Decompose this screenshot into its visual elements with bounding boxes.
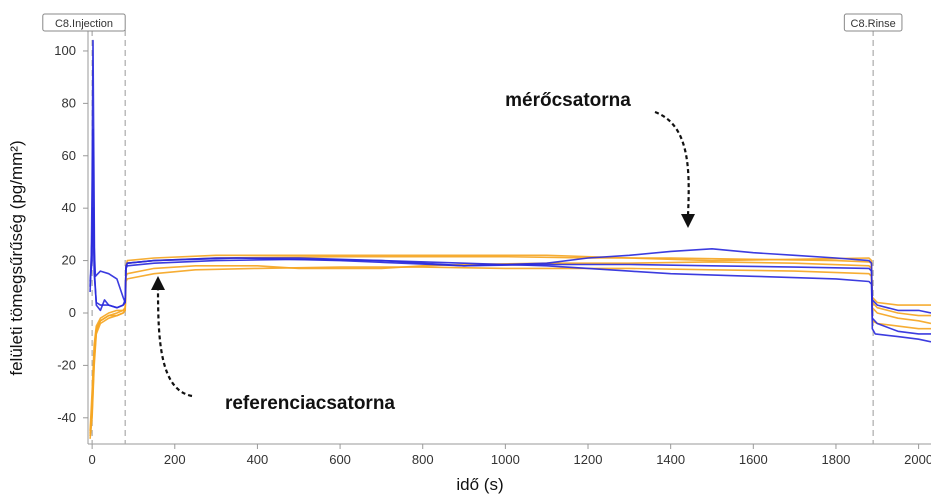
x-tick-label: 0 [89, 452, 96, 467]
x-tick-label: 200 [164, 452, 186, 467]
series-line-reference-3 [89, 261, 931, 439]
y-tick-label: -20 [57, 357, 76, 372]
series-line-measurement-2 [89, 207, 931, 314]
y-tick-label: 80 [62, 95, 76, 110]
tick-labels: 0 200 400 600 800 1000 1200 1400 1600 1800 2000-40… [54, 43, 931, 467]
y-axis-label: felületi tömegsűrűség (pg/mm²) [7, 140, 26, 375]
x-tick-label: 1000 [491, 452, 520, 467]
y-tick-label: 60 [62, 148, 76, 163]
annotation-reference-channel: referenciacsatorna [225, 393, 395, 414]
plot-area [87, 30, 931, 445]
event-label: C8.Injection [55, 18, 113, 30]
y-tick-label: 20 [62, 253, 76, 268]
series-line-reference-5 [89, 255, 931, 431]
x-axis-label: idő (s) [456, 475, 503, 494]
x-tick-label: 400 [247, 452, 269, 467]
annotation-arrows [151, 110, 695, 398]
arrow-head-reference [151, 276, 165, 290]
arrow-head-measurement [681, 214, 695, 228]
series-line-reference-6 [89, 254, 931, 437]
arrow-to-reference [156, 287, 193, 398]
series-line-measurement-0 [89, 39, 931, 343]
y-tick-label: 0 [69, 305, 76, 320]
y-tick-label: -40 [57, 410, 76, 425]
y-tick-label: 40 [62, 200, 76, 215]
arrow-to-measurement [654, 110, 690, 216]
event-label-box [843, 13, 903, 32]
annotation-measurement-channel: mérőcsatorna [505, 90, 631, 111]
x-tick-label: 1400 [656, 452, 685, 467]
y-tick-label: 100 [54, 43, 76, 58]
x-tick-label: 2000 [904, 452, 931, 467]
event-markers: C8.Injection C8.Rinse [42, 13, 903, 444]
series-line-reference-4 [89, 266, 931, 434]
series-lines [89, 39, 931, 439]
x-tick-label: 800 [412, 452, 434, 467]
series-line-measurement-1 [89, 128, 931, 335]
x-tick-label: 600 [329, 452, 351, 467]
x-tick-label: 1600 [739, 452, 768, 467]
x-tick-label: 1800 [821, 452, 850, 467]
event-label-box [42, 13, 126, 32]
x-tick-label: 1200 [574, 452, 603, 467]
event-label: C8.Rinse [851, 18, 896, 30]
